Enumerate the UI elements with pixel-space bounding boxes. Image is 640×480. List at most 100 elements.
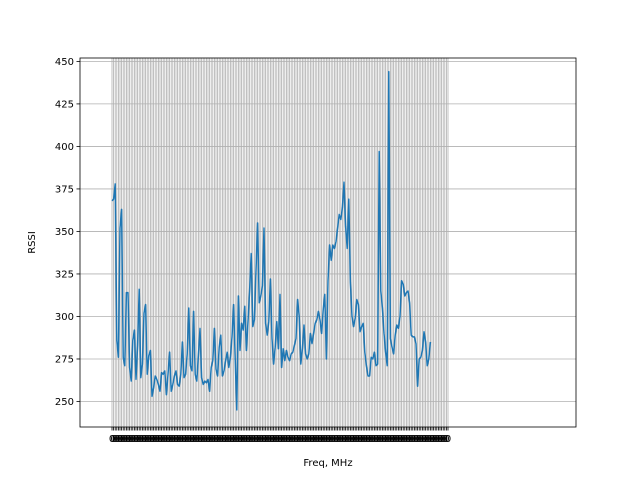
data-point — [340, 219, 341, 220]
x-tick-label: 0 — [283, 434, 289, 445]
x-tick-label: 0 — [387, 434, 393, 445]
data-point — [180, 374, 181, 375]
x-tick-label: 0 — [434, 434, 440, 445]
data-point — [135, 379, 136, 380]
x-tick-label: 0 — [298, 434, 304, 445]
data-point — [217, 375, 218, 376]
data-point — [175, 370, 176, 371]
x-tick-label: 0 — [418, 434, 424, 445]
data-point — [315, 323, 316, 324]
x-tick-label: 0 — [333, 434, 339, 445]
x-tick-label: 0 — [157, 434, 163, 445]
data-point — [339, 214, 340, 215]
data-point — [415, 343, 416, 344]
data-point — [350, 282, 351, 283]
data-point — [251, 253, 252, 254]
x-tick-label: 0 — [118, 434, 124, 445]
data-point — [292, 352, 293, 353]
data-point — [313, 333, 314, 334]
y-tick-label: 450 — [55, 57, 74, 68]
data-point — [399, 316, 400, 317]
x-tick-label: 0 — [155, 434, 161, 445]
data-point — [209, 391, 210, 392]
data-point — [249, 290, 250, 291]
x-tick-label: 0 — [253, 434, 259, 445]
x-tick-label: 0 — [342, 434, 348, 445]
x-tick-label: 0 — [130, 434, 136, 445]
data-point — [193, 311, 194, 312]
data-point — [207, 379, 208, 380]
data-point — [177, 384, 178, 385]
x-tick-label: 0 — [120, 434, 126, 445]
x-tick-label: 0 — [381, 434, 387, 445]
data-point — [369, 375, 370, 376]
data-point — [164, 370, 165, 371]
data-point — [356, 299, 357, 300]
data-point — [115, 183, 116, 184]
data-point — [215, 369, 216, 370]
data-point — [267, 335, 268, 336]
data-point — [119, 227, 120, 228]
x-tick-label: 0 — [334, 434, 340, 445]
x-tick-label: 0 — [354, 434, 360, 445]
x-tick-label: 0 — [117, 434, 123, 445]
x-tick-label: 0 — [238, 434, 244, 445]
x-tick-label: 0 — [190, 434, 196, 445]
x-tick-label: 0 — [421, 434, 427, 445]
data-point — [268, 321, 269, 322]
data-point — [169, 352, 170, 353]
data-point — [275, 346, 276, 347]
data-point — [323, 309, 324, 310]
y-tick-label: 275 — [55, 354, 74, 365]
data-point — [206, 382, 207, 383]
data-point — [395, 335, 396, 336]
x-tick-label: 0 — [240, 434, 246, 445]
data-point — [238, 295, 239, 296]
data-point — [260, 295, 261, 296]
x-tick-label: 0 — [267, 434, 273, 445]
data-point — [166, 394, 167, 395]
x-tick-label: 0 — [174, 434, 180, 445]
x-tick-label: 0 — [149, 434, 155, 445]
data-point — [404, 295, 405, 296]
x-tick-label: 0 — [320, 434, 326, 445]
data-point — [220, 335, 221, 336]
x-tick-label: 0 — [173, 434, 179, 445]
data-point — [222, 375, 223, 376]
data-point — [425, 341, 426, 342]
data-point — [195, 374, 196, 375]
x-tick-label: 0 — [330, 434, 336, 445]
y-tick-label: 425 — [55, 99, 74, 110]
data-point — [243, 329, 244, 330]
data-point — [230, 357, 231, 358]
x-axis-label: Freq, MHz — [303, 458, 352, 469]
x-tick-label: 0 — [114, 434, 120, 445]
data-point — [363, 323, 364, 324]
data-point — [113, 199, 114, 200]
x-tick-label: 0 — [341, 434, 347, 445]
x-tick-label: 0 — [278, 434, 284, 445]
x-tick-label: 0 — [360, 434, 366, 445]
x-tick-label: 0 — [397, 434, 403, 445]
x-tick-label: 0 — [344, 434, 350, 445]
data-point — [423, 331, 424, 332]
x-tick-label: 0 — [203, 434, 209, 445]
data-point — [127, 292, 128, 293]
data-point — [163, 374, 164, 375]
data-point — [287, 357, 288, 358]
x-tick-label: 0 — [187, 434, 193, 445]
data-point — [174, 375, 175, 376]
data-point — [318, 311, 319, 312]
data-point — [190, 365, 191, 366]
x-tick-label: 0 — [245, 434, 251, 445]
x-tick-label: 0 — [274, 434, 280, 445]
series-line — [111, 70, 432, 411]
data-point — [257, 222, 258, 223]
x-tick-label: 0 — [224, 434, 230, 445]
data-point — [406, 292, 407, 293]
data-point — [187, 353, 188, 354]
x-tick-label: 0 — [362, 434, 368, 445]
data-point — [254, 319, 255, 320]
x-tick-label: 0 — [275, 434, 281, 445]
x-tick-label: 0 — [426, 434, 432, 445]
